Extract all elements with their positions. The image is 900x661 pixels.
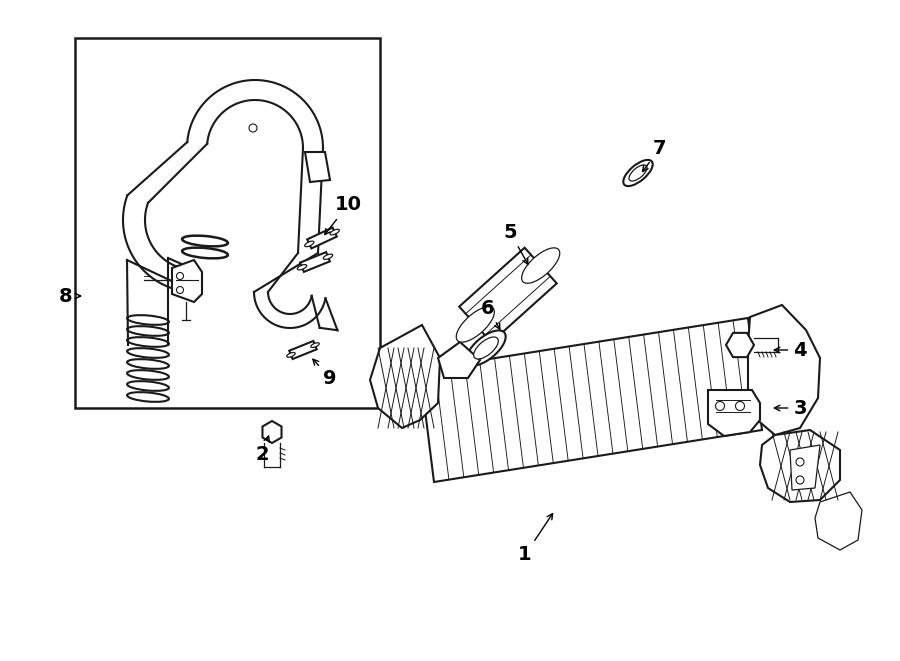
Ellipse shape	[466, 330, 506, 366]
Polygon shape	[420, 318, 762, 482]
Ellipse shape	[305, 241, 314, 247]
Polygon shape	[172, 260, 202, 302]
Text: 8: 8	[59, 286, 81, 305]
Polygon shape	[760, 430, 840, 502]
Polygon shape	[305, 152, 330, 182]
Ellipse shape	[522, 248, 560, 284]
Text: 4: 4	[774, 340, 806, 360]
Ellipse shape	[323, 254, 333, 259]
Bar	[77, 40, 378, 406]
Polygon shape	[748, 305, 820, 435]
Polygon shape	[307, 227, 337, 249]
Text: 3: 3	[774, 399, 806, 418]
Polygon shape	[289, 341, 317, 359]
Text: 2: 2	[256, 436, 269, 465]
Ellipse shape	[456, 307, 494, 342]
Bar	[75, 38, 380, 408]
Polygon shape	[370, 325, 440, 428]
Ellipse shape	[624, 160, 652, 186]
Polygon shape	[438, 342, 480, 378]
Circle shape	[716, 401, 724, 410]
Circle shape	[176, 272, 184, 280]
Text: 6: 6	[482, 299, 500, 329]
Ellipse shape	[310, 343, 320, 348]
Polygon shape	[300, 252, 330, 272]
Text: 10: 10	[325, 196, 362, 235]
Polygon shape	[708, 390, 760, 436]
Ellipse shape	[330, 229, 339, 235]
Ellipse shape	[287, 352, 295, 357]
Polygon shape	[726, 333, 754, 357]
Text: 1: 1	[518, 514, 553, 564]
Circle shape	[796, 458, 804, 466]
Circle shape	[735, 401, 744, 410]
Polygon shape	[815, 492, 862, 550]
Polygon shape	[790, 445, 820, 490]
Text: 9: 9	[313, 359, 337, 387]
Text: 7: 7	[643, 139, 667, 171]
Circle shape	[796, 476, 804, 484]
Circle shape	[176, 286, 184, 293]
Text: 5: 5	[503, 223, 528, 264]
Ellipse shape	[473, 337, 499, 359]
Polygon shape	[459, 248, 557, 342]
Polygon shape	[263, 421, 282, 443]
Ellipse shape	[297, 264, 307, 270]
Ellipse shape	[629, 165, 647, 181]
